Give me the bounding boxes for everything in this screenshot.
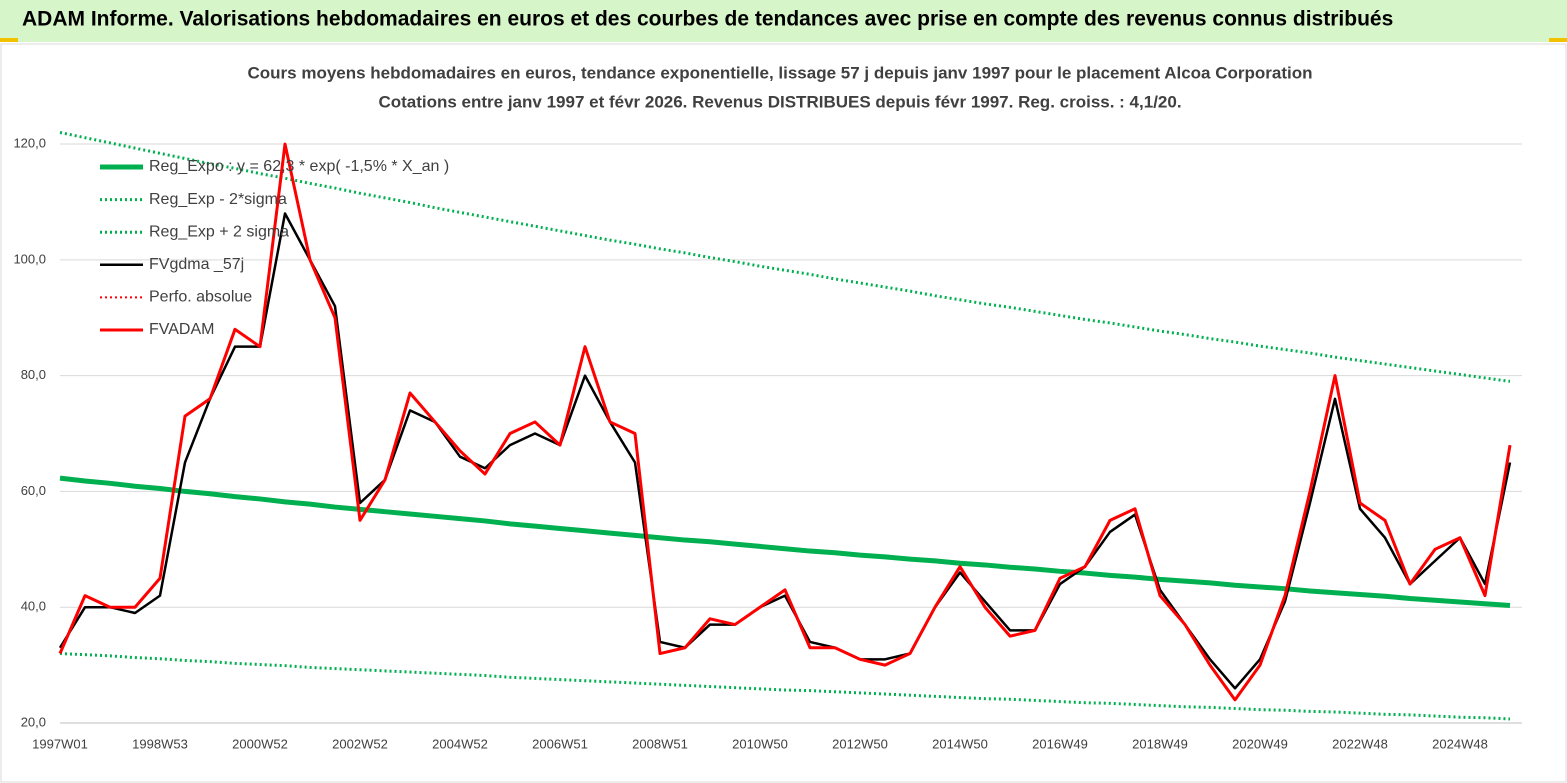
- x-tick-label: 2008W51: [632, 736, 688, 751]
- series-line: [58, 142, 1512, 702]
- x-tick-label: 1997W01: [32, 736, 88, 751]
- x-tick-label: 2014W50: [932, 736, 988, 751]
- x-tick-label: 2024W48: [1432, 736, 1488, 751]
- y-tick-label: 20,0: [21, 714, 46, 729]
- x-tick-label: 2004W52: [432, 736, 488, 751]
- x-tick-label: 2002W52: [332, 736, 388, 751]
- y-tick-label: 120,0: [13, 135, 46, 150]
- legend-label: Reg_Exp - 2*sigma: [149, 191, 287, 208]
- y-tick-label: 100,0: [13, 251, 46, 266]
- x-tick-label: 2012W50: [832, 736, 888, 751]
- chart-title: Cours moyens hebdomadaires en euros, ten…: [247, 63, 1312, 82]
- header-accent: [0, 38, 18, 42]
- series-line: [59, 475, 1511, 608]
- legend-label: FVADAM: [149, 321, 214, 338]
- series-line: [59, 131, 1511, 383]
- x-tick-label: 2006W51: [532, 736, 588, 751]
- x-tick-label: 2016W49: [1032, 736, 1088, 751]
- y-tick-label: 40,0: [21, 599, 46, 614]
- chart-frame: [0, 43, 1567, 783]
- y-tick-label: 80,0: [21, 367, 46, 382]
- x-tick-label: 2018W49: [1132, 736, 1188, 751]
- legend-label: FVgdma _57j: [149, 256, 244, 273]
- header-accent: [1549, 38, 1567, 42]
- x-tick-label: 1998W53: [132, 736, 188, 751]
- series-line: [58, 212, 1512, 690]
- x-tick-label: 2010W50: [732, 736, 788, 751]
- header-bar: [0, 0, 1567, 42]
- legend-label: Perfo. absolue: [149, 289, 252, 306]
- legend-label: Reg_Exp + 2 sigma: [149, 223, 289, 240]
- chart-subtitle: Cotations entre janv 1997 et févr 2026. …: [378, 92, 1181, 111]
- legend-label: Reg_Expo : y = 62,3 * exp( -1,5% * X_an …: [149, 158, 449, 175]
- x-tick-label: 2000W52: [232, 736, 288, 751]
- y-tick-label: 60,0: [21, 483, 46, 498]
- x-tick-label: 2022W48: [1332, 736, 1388, 751]
- header-title: ADAM Informe. Valorisations hebdomadaire…: [22, 8, 1393, 31]
- series-line: [59, 652, 1511, 721]
- x-tick-label: 2020W49: [1232, 736, 1288, 751]
